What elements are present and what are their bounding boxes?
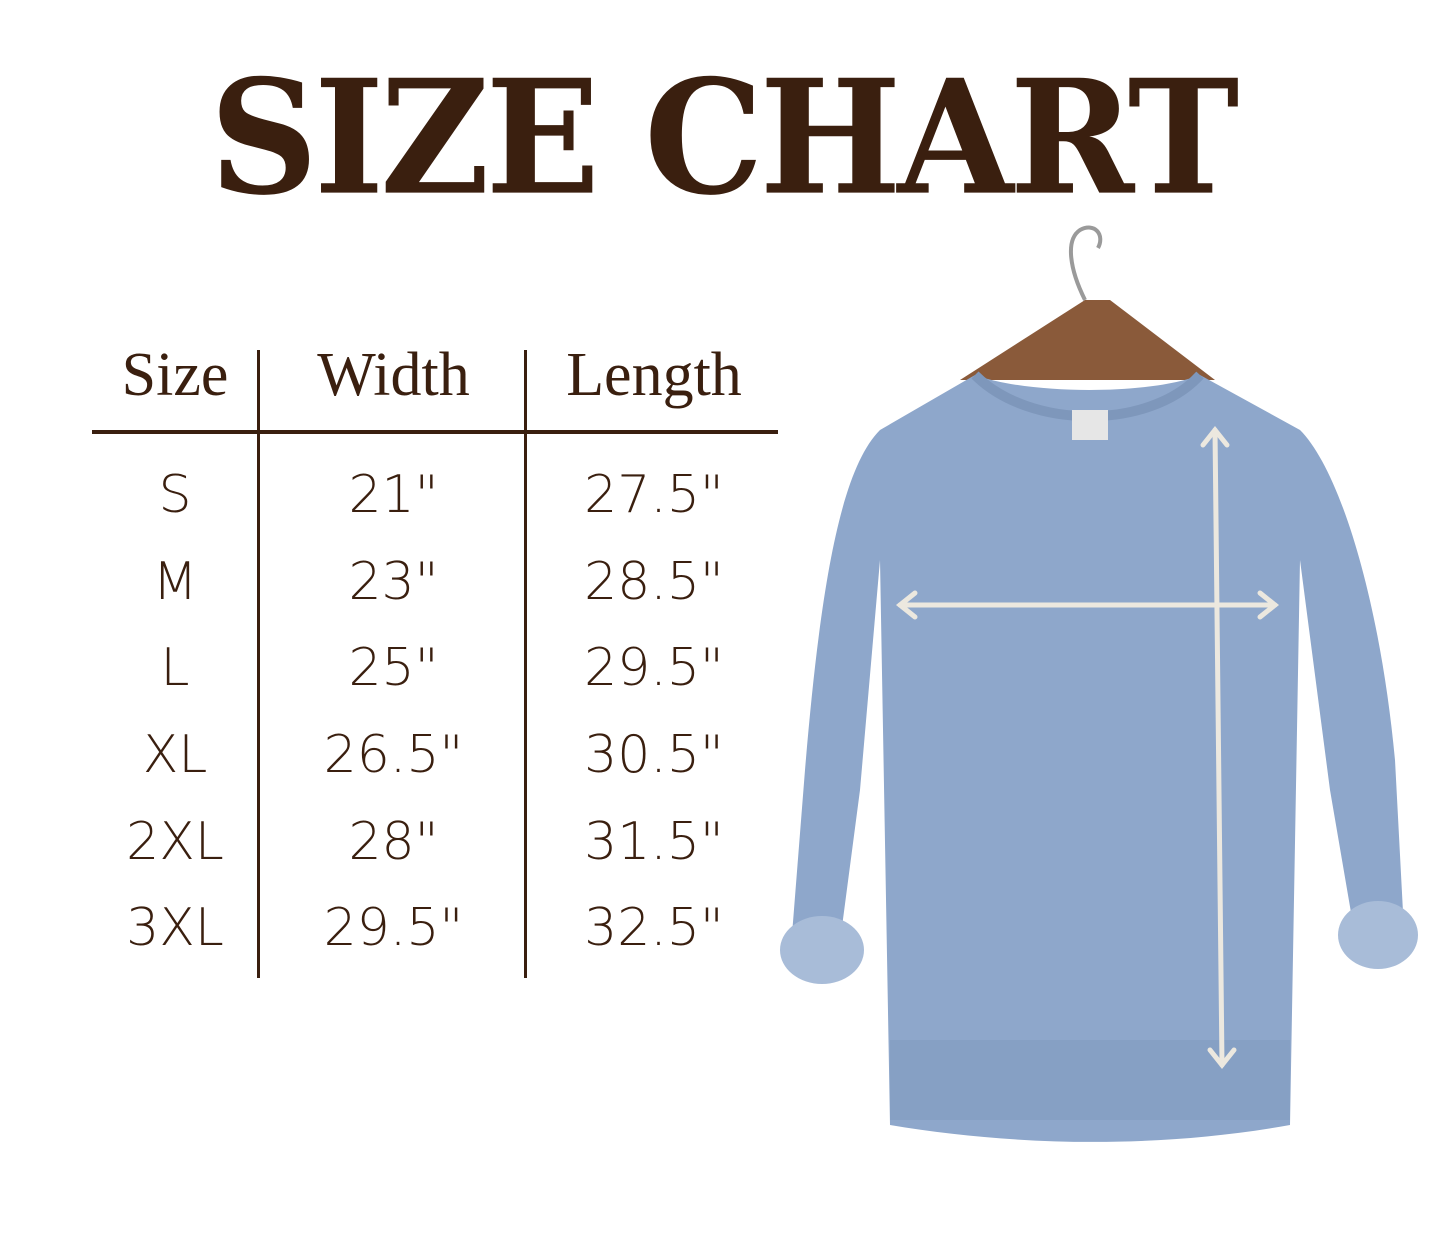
cell-width: 29.5" <box>323 898 464 958</box>
cell-size: S <box>158 465 192 525</box>
cell-width: 23" <box>348 552 439 612</box>
cell-size: 2XL <box>126 812 224 872</box>
cell-width: 28" <box>348 812 439 872</box>
column-divider <box>524 350 527 978</box>
cell-size: 3XL <box>126 898 224 958</box>
page-title: SIZE CHART <box>209 45 1240 231</box>
header-divider <box>92 430 778 434</box>
header-width: Width <box>317 341 470 409</box>
cell-length: 28.5" <box>584 552 724 612</box>
cell-length: 29.5" <box>584 638 724 698</box>
cell-width: 21" <box>348 465 439 525</box>
cell-length: 32.5" <box>584 898 724 958</box>
measurement-arrows <box>895 425 1280 1070</box>
cell-width: 26.5" <box>323 725 464 785</box>
column-divider <box>257 350 260 978</box>
cell-size: L <box>160 638 190 698</box>
cell-length: 31.5" <box>584 812 724 872</box>
sweatshirt-image <box>780 225 1418 1142</box>
cell-width: 25" <box>348 638 439 698</box>
sweatshirt-body <box>780 371 1418 1142</box>
cell-length: 30.5" <box>584 725 724 785</box>
hanger-icon <box>960 225 1215 380</box>
header-size: Size <box>121 341 229 409</box>
cell-length: 27.5" <box>584 465 724 525</box>
cell-size: M <box>152 552 198 612</box>
header-length: Length <box>566 341 742 409</box>
cell-size: XL <box>142 725 208 785</box>
